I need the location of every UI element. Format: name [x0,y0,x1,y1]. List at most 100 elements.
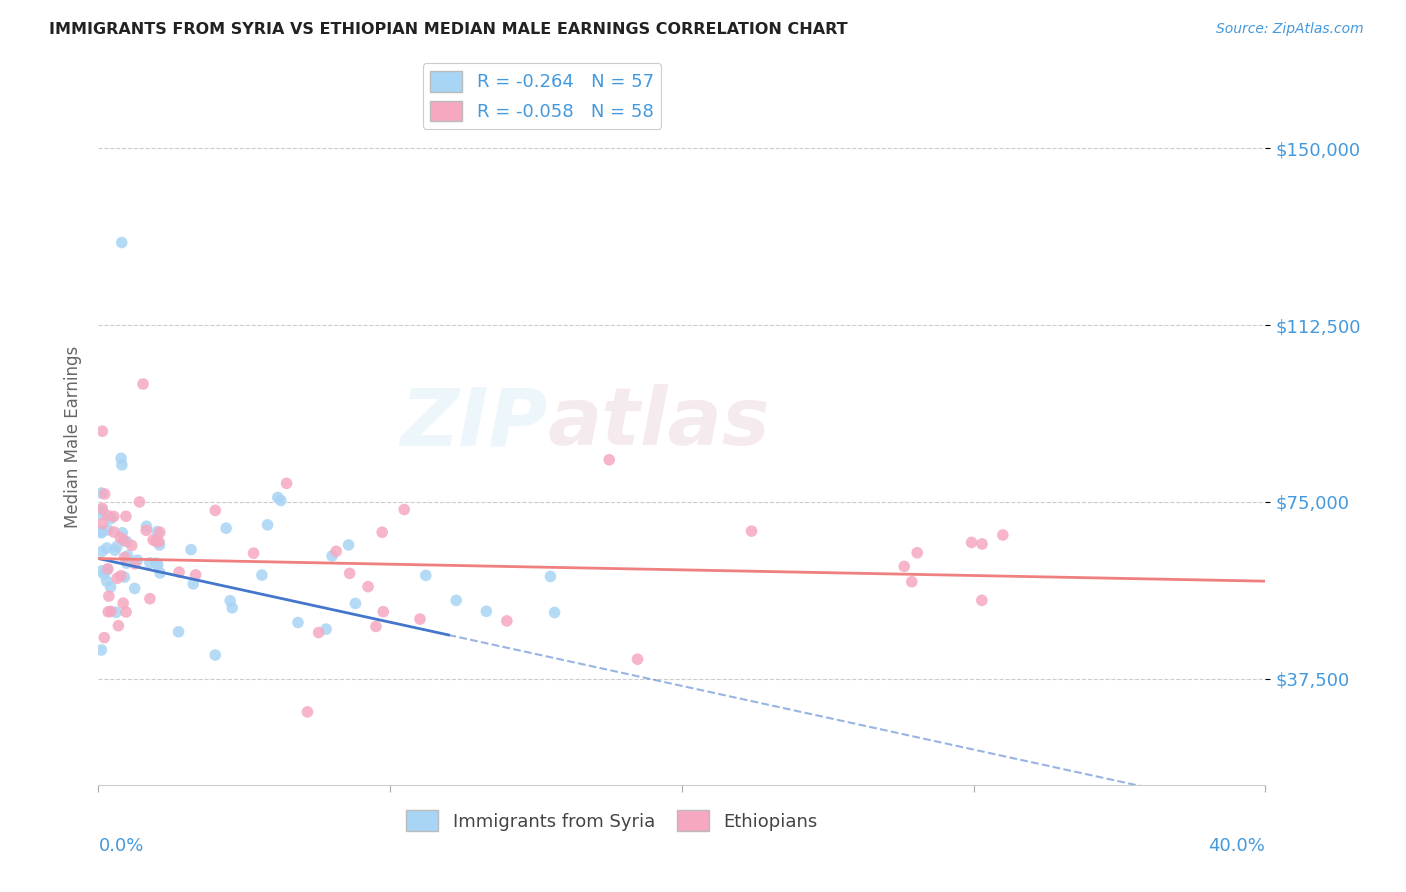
Point [149,566,172,580]
Point [900,574,922,589]
Point [110,451,132,466]
Point [93,567,115,582]
Point [415,568,437,582]
Point [96,574,118,589]
Point [117,549,139,563]
Point [475,604,498,618]
Point [970,537,993,551]
Point [221,600,243,615]
Point [100,580,122,594]
Text: atlas: atlas [548,384,770,462]
Point [219,594,242,608]
Point [100,511,122,525]
Point [115,509,138,524]
Point [741,524,763,538]
Point [626,652,648,666]
Point [325,544,347,558]
Point [90,508,112,522]
Point [105,571,128,585]
Text: Source: ZipAtlas.com: Source: ZipAtlas.com [1216,22,1364,37]
Point [121,539,143,553]
Point [276,476,298,491]
Point [111,235,134,250]
Point [90,525,112,540]
Point [96,541,118,555]
Point [267,491,290,505]
Point [139,591,162,606]
Point [357,580,380,594]
Point [146,524,169,539]
Point [167,624,190,639]
Point [145,556,167,570]
Point [905,546,928,560]
Point [250,568,273,582]
Point [308,625,330,640]
Point [339,566,361,581]
Point [103,524,125,539]
Point [444,593,467,607]
Point [114,550,136,565]
Point [97,508,120,523]
Point [598,452,620,467]
Point [124,582,146,596]
Point [90,643,112,657]
Point [204,648,226,662]
Point [91,503,114,517]
Point [112,596,135,610]
Point [287,615,309,630]
Point [315,622,337,636]
Point [90,544,112,558]
Point [337,538,360,552]
Point [128,495,150,509]
Point [111,525,134,540]
Point [110,568,132,582]
Point [242,546,264,560]
Point [93,631,115,645]
Point [127,553,149,567]
Point [115,605,138,619]
Point [97,562,120,576]
Point [215,521,238,535]
Point [93,487,115,501]
Point [180,542,202,557]
Point [960,535,983,549]
Point [204,503,226,517]
Text: 40.0%: 40.0% [1209,837,1265,855]
Point [112,533,135,548]
Point [110,531,132,545]
Point [91,501,114,516]
Point [96,563,118,577]
Point [142,533,165,547]
Point [543,606,565,620]
Point [146,558,169,572]
Point [394,502,416,516]
Point [149,525,172,540]
Point [132,377,155,392]
Point [409,612,432,626]
Point [124,557,146,571]
Point [371,525,394,540]
Point [115,534,138,549]
Point [91,424,114,438]
Point [297,705,319,719]
Point [184,567,207,582]
Point [495,614,517,628]
Point [167,565,190,579]
Point [364,619,387,633]
Point [538,569,561,583]
Point [115,556,138,570]
Point [270,493,292,508]
Text: 0.0%: 0.0% [98,837,143,855]
Point [181,577,204,591]
Point [321,549,343,563]
Point [145,534,167,549]
Point [107,618,129,632]
Point [139,556,162,570]
Point [893,559,915,574]
Point [111,458,134,472]
Point [970,593,993,607]
Point [90,524,112,538]
Point [105,605,128,619]
Point [103,509,125,524]
Point [90,564,112,578]
